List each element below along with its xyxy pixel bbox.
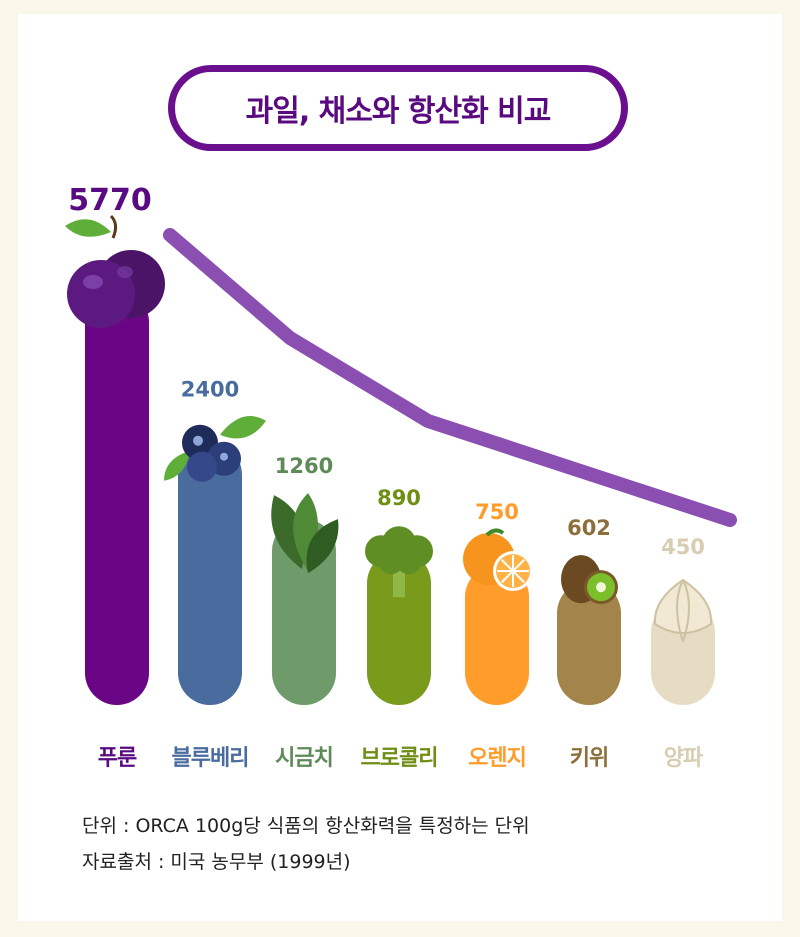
category-label-4: 오렌지 (468, 746, 526, 771)
category-label-0: 푸룬 (98, 746, 137, 771)
bar-3 (367, 551, 431, 705)
value-label-0: 5770 (68, 183, 152, 218)
blueberry-icon (164, 416, 266, 482)
bar-5 (557, 581, 621, 705)
trend-line (163, 228, 737, 527)
value-label-3: 890 (377, 486, 421, 510)
bar-4 (465, 565, 529, 705)
category-label-3: 브로콜리 (361, 746, 438, 771)
value-label-5: 602 (567, 516, 611, 540)
value-label-6: 450 (661, 535, 705, 559)
onion-icon (653, 578, 713, 643)
plum-icon (65, 214, 165, 328)
category-label-5: 키위 (570, 746, 608, 771)
value-label-2: 1260 (275, 454, 333, 478)
bar-1 (178, 442, 242, 705)
bar-2 (272, 519, 336, 705)
kiwi-icon (561, 555, 618, 605)
chart-title: 과일, 채소와 항산화 비교 (168, 65, 628, 151)
orange-icon (463, 528, 533, 592)
category-label-6: 양파 (664, 746, 704, 771)
bar-0 (85, 290, 149, 705)
category-label-2: 시금치 (275, 746, 333, 771)
broccoli-icon (365, 526, 433, 598)
spinach-icon (271, 493, 339, 574)
source-note: 자료출처 : 미국 농무부 (1999년) (82, 851, 351, 873)
footnotes: 단위 : ORCA 100g당 식품의 항산화력을 특정하는 단위 자료출처 :… (82, 808, 530, 880)
category-label-1: 블루베리 (172, 746, 249, 771)
value-label-1: 2400 (181, 378, 239, 402)
value-label-4: 750 (475, 500, 519, 524)
unit-note: 단위 : ORCA 100g당 식품의 항산화력을 특정하는 단위 (82, 815, 530, 837)
